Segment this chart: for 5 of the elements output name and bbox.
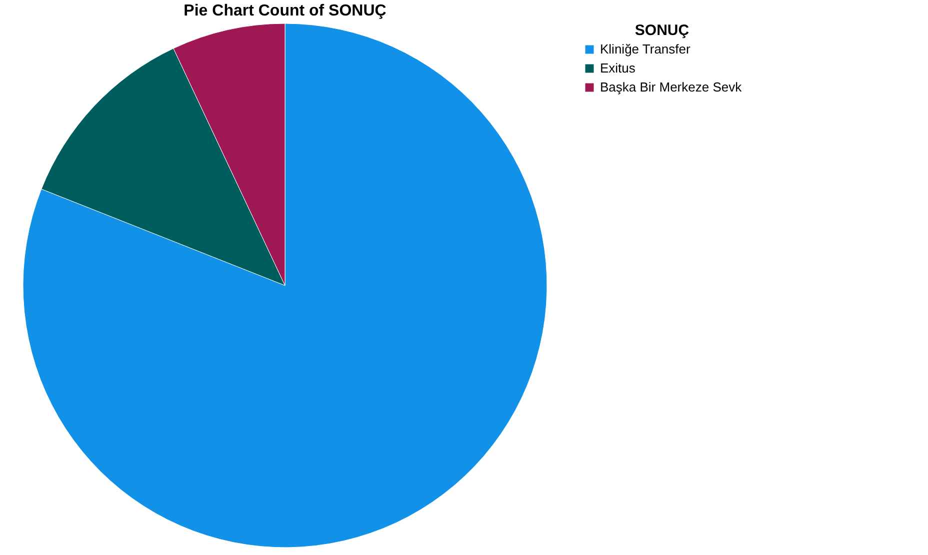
chart-title: Pie Chart Count of SONUÇ bbox=[184, 2, 387, 20]
legend-title: SONUÇ bbox=[634, 22, 690, 39]
legend-label: Kliniğe Transfer bbox=[600, 42, 691, 56]
legend-label: Exitus bbox=[600, 60, 636, 76]
legend-label: Başka Bir Merkeze Sevk bbox=[600, 80, 742, 94]
